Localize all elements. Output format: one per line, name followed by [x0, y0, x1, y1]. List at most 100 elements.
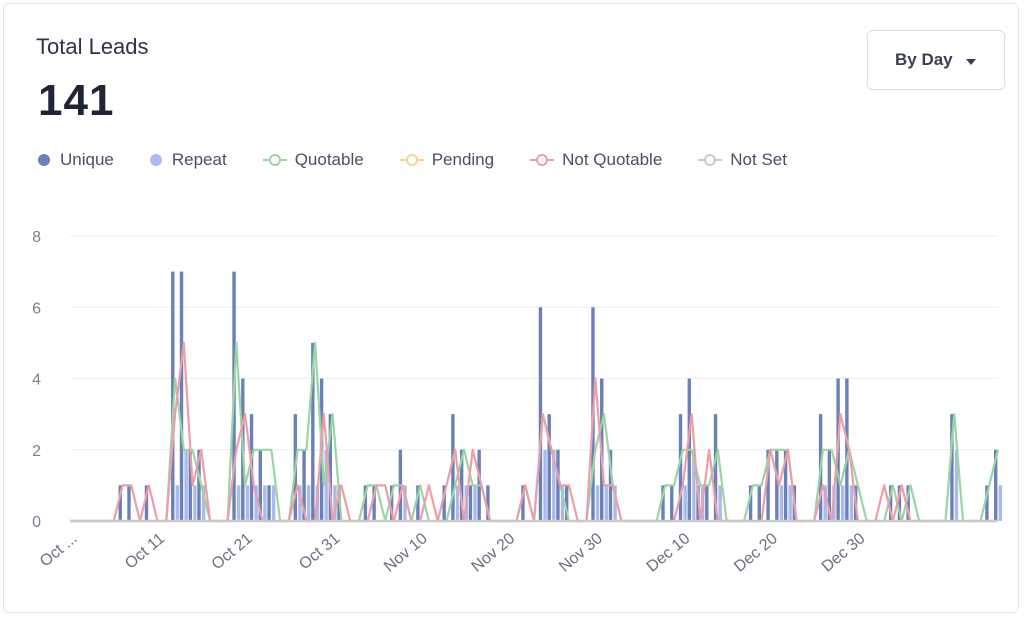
x-tick-label: Oct ... [37, 530, 81, 570]
line-not-quotable [70, 341, 998, 523]
bar-unique [994, 449, 998, 521]
bar-repeat [324, 449, 328, 521]
legend-item-not-quotable[interactable]: Not Quotable [530, 150, 662, 170]
legend-item-pending[interactable]: Pending [399, 150, 495, 170]
bar-unique [670, 485, 674, 521]
y-tick-label: 6 [32, 300, 41, 317]
x-tick-label: Oct 21 [209, 530, 256, 573]
bar-repeat [175, 485, 180, 521]
bar-repeat [552, 449, 556, 521]
legend-item-not-set[interactable]: Not Set [698, 150, 787, 170]
bar-unique [442, 485, 446, 521]
group-by-label: By Day [895, 50, 953, 69]
bar-unique [363, 485, 368, 521]
bar-unique [775, 449, 779, 521]
bar-unique [783, 449, 788, 521]
bar-repeat [455, 485, 460, 521]
bar-unique [985, 485, 989, 521]
bar-repeat [718, 485, 722, 521]
bar-unique [311, 342, 315, 521]
bar-unique [713, 414, 718, 521]
bar-unique [547, 414, 551, 521]
x-tick-label: Oct 11 [122, 530, 168, 573]
bar-unique [468, 485, 473, 521]
bar-unique [556, 449, 560, 521]
bar-unique [171, 271, 175, 521]
bar-unique [538, 307, 543, 521]
legend-marker-icon [262, 154, 287, 166]
bar-repeat [263, 485, 267, 521]
bar-repeat [604, 485, 609, 521]
bar-repeat [788, 485, 792, 521]
bar-unique [906, 485, 910, 521]
legend-item-quotable[interactable]: Quotable [262, 150, 364, 170]
chart-legend: Unique Repeat Quotable Pending Not Quotable N… [38, 149, 823, 171]
bar-unique [705, 485, 709, 521]
bar-unique [328, 414, 333, 521]
legend-marker-icon [38, 154, 50, 166]
bar-unique [302, 449, 306, 521]
legend-marker-icon [399, 154, 424, 166]
legend-label: Not Set [730, 150, 787, 169]
bar-unique [258, 449, 263, 521]
x-tick-label: Dec 10 [644, 530, 694, 576]
bar-unique [565, 485, 569, 521]
legend-marker-icon [530, 154, 555, 166]
y-tick-label: 0 [32, 514, 41, 531]
bar-unique [950, 414, 954, 521]
legend-label: Not Quotable [562, 150, 663, 169]
bar-unique [661, 485, 665, 521]
bar-repeat [245, 485, 250, 521]
bar-repeat [613, 485, 617, 521]
x-tick-label: Dec 30 [819, 530, 869, 576]
line-quotable [70, 341, 1000, 523]
bar-repeat [823, 485, 827, 521]
y-tick-label: 4 [32, 372, 41, 389]
total-leads-count: 141 [38, 76, 115, 125]
y-tick-label: 8 [32, 229, 41, 246]
bar-repeat [236, 485, 241, 521]
bar-repeat [254, 485, 258, 521]
bar-unique [372, 485, 376, 521]
bar-unique [267, 485, 271, 521]
bar-unique [197, 449, 201, 521]
legend-item-repeat[interactable]: Repeat [149, 150, 227, 170]
bar-repeat [333, 485, 337, 521]
legend-label: Pending [431, 150, 495, 169]
caret-down-icon [966, 59, 976, 65]
bar-repeat [298, 485, 302, 521]
bar-repeat [954, 449, 959, 521]
bar-unique [888, 485, 893, 521]
bar-repeat [849, 485, 854, 521]
bar-unique [766, 449, 770, 521]
bar-repeat [193, 485, 197, 521]
bar-repeat [595, 485, 600, 521]
bar-unique [757, 485, 762, 521]
x-tick-label: Dec 20 [731, 530, 781, 576]
bar-repeat [692, 449, 696, 521]
bar-unique [845, 378, 849, 521]
bar-unique [389, 485, 394, 521]
x-tick-label: Nov 10 [381, 530, 431, 576]
bar-repeat [271, 485, 276, 521]
bar-unique [179, 271, 184, 521]
legend-item-unique[interactable]: Unique [38, 150, 114, 170]
bar-repeat [306, 485, 311, 521]
bar-unique [188, 449, 192, 521]
y-tick-label: 2 [32, 443, 41, 460]
card-title: Total Leads [36, 34, 149, 59]
legend-label: Unique [60, 150, 114, 169]
bar-repeat [543, 449, 547, 521]
group-by-dropdown[interactable]: By Day [867, 30, 1005, 90]
bar-unique [748, 485, 753, 521]
bar-unique [827, 449, 832, 521]
legend-marker-icon [698, 154, 723, 166]
bar-unique [118, 485, 122, 521]
bar-repeat [683, 485, 687, 521]
legend-label: Repeat [171, 150, 227, 169]
bar-unique [678, 414, 683, 521]
legend-label: Quotable [294, 150, 364, 169]
x-tick-label: Oct 31 [296, 530, 343, 573]
bar-unique [897, 485, 902, 521]
bar-unique [451, 414, 455, 521]
